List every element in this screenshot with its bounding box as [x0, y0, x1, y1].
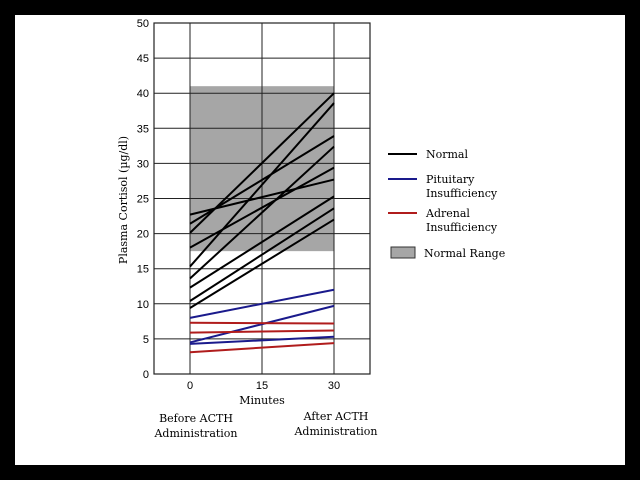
x-axis-label: Minutes — [239, 394, 285, 407]
adrenal-insufficiency-series-line-3 — [189, 342, 335, 354]
adrenal-insufficiency-series-line-2 — [189, 329, 335, 334]
y-tick-label-15: 15 — [137, 264, 149, 276]
normal-series-line-7 — [189, 195, 335, 289]
y-tick-label-10: 10 — [137, 299, 149, 311]
legend-label-pituitary-2: Insufficiency — [426, 187, 498, 200]
x-tick-label-0: 0 — [187, 380, 193, 392]
y-tick-label-40: 40 — [137, 88, 149, 100]
normal-series-line-5 — [189, 102, 335, 268]
after-annotation-line1: After ACTH — [303, 410, 369, 423]
x-tick-label-30: 30 — [328, 380, 340, 392]
legend-label-normal-range: Normal Range — [424, 247, 505, 260]
pituitary-insufficiency-series-line-3 — [189, 335, 335, 345]
y-tick-label-20: 20 — [137, 229, 149, 241]
pituitary-insufficiency-series-line-1 — [189, 288, 335, 319]
y-tick-label-0: 0 — [143, 369, 149, 381]
y-tick-label-45: 45 — [137, 53, 149, 65]
legend: Normal Pituitary Insufficiency Adrenal I… — [388, 148, 505, 260]
y-tick-label-30: 30 — [137, 158, 149, 170]
plot-border — [153, 22, 371, 375]
adrenal-insufficiency-series-line-1 — [189, 321, 335, 325]
legend-label-pituitary-1: Pituitary — [426, 173, 475, 186]
pituitary-insufficiency-series-line-2 — [189, 304, 335, 344]
y-axis-label: Plasma Cortisol (µg/dl) — [117, 136, 130, 264]
legend-label-normal: Normal — [426, 148, 468, 161]
normal-series-line-8 — [189, 207, 335, 302]
legend-label-adrenal-2: Insufficiency — [426, 221, 498, 234]
normal-series-line-4 — [189, 166, 335, 249]
before-annotation-line1: Before ACTH — [159, 412, 233, 425]
after-annotation-line2: Administration — [293, 425, 377, 438]
normal-series-line-9 — [189, 218, 335, 309]
legend-label-adrenal-1: Adrenal — [425, 207, 470, 220]
x-tick-label-15: 15 — [256, 380, 268, 392]
before-annotation-line2: Administration — [153, 427, 237, 440]
normal-series-line-6 — [189, 145, 335, 280]
legend-swatch-normal-range — [390, 246, 416, 259]
normal-series-line-3 — [189, 92, 335, 234]
y-tick-label-50: 50 — [137, 18, 149, 30]
y-tick-label-5: 5 — [143, 334, 149, 346]
y-tick-label-35: 35 — [137, 123, 149, 135]
y-tick-label-25: 25 — [137, 194, 149, 206]
